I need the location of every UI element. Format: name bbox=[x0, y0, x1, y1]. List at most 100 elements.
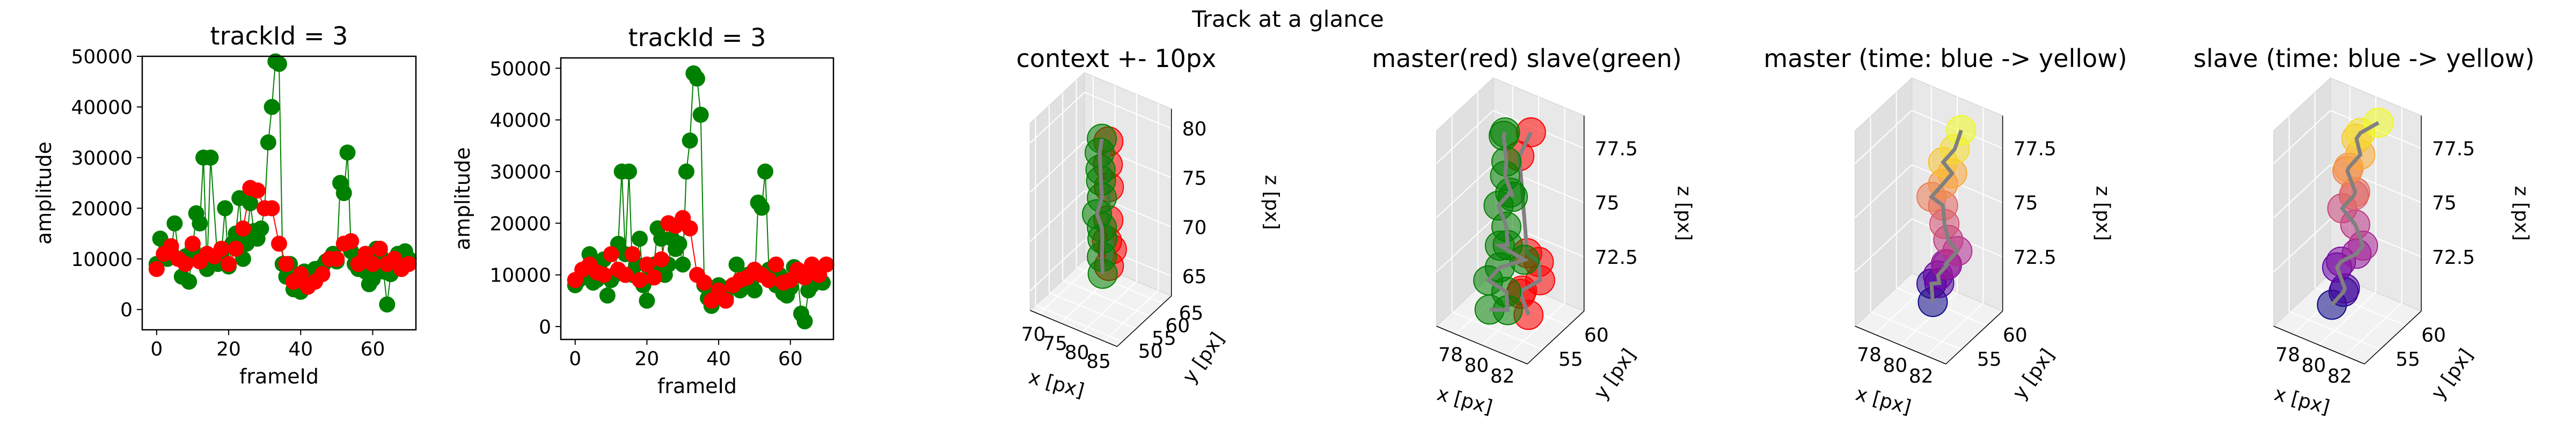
grid-line bbox=[2273, 218, 2331, 272]
grid-line bbox=[1507, 302, 1565, 357]
data-point-red bbox=[148, 261, 165, 277]
y-tick-label: 20000 bbox=[71, 198, 133, 220]
data-point-green bbox=[264, 99, 280, 115]
trajectory-line bbox=[1928, 129, 1963, 302]
grid-line bbox=[2289, 311, 2381, 350]
data-point-green bbox=[253, 220, 269, 237]
y-axis-label: y [px] bbox=[2008, 345, 2059, 404]
data-point-red bbox=[314, 266, 331, 283]
plot-frame bbox=[141, 55, 417, 331]
grid-line bbox=[1035, 305, 1123, 342]
data-point-red bbox=[249, 182, 266, 199]
y-axis-label: y [px] bbox=[1179, 329, 1229, 388]
data-point-red bbox=[371, 240, 388, 257]
chart-title: trackId = 3 bbox=[628, 23, 766, 52]
y-axis-line bbox=[1116, 295, 1172, 347]
data-point-red bbox=[163, 238, 179, 255]
pane-left bbox=[1436, 77, 1494, 327]
y-tick-label: 30000 bbox=[71, 147, 133, 169]
data-point-green bbox=[746, 282, 763, 299]
grid-line bbox=[1436, 218, 1494, 272]
y-tick-label: 60 bbox=[2421, 324, 2446, 346]
x-tick-label: 82 bbox=[1490, 366, 1515, 388]
x-tick-label: 78 bbox=[1857, 344, 1882, 366]
data-point-red bbox=[603, 246, 619, 263]
data-point-red bbox=[177, 256, 194, 272]
data-point-red bbox=[818, 256, 835, 273]
y-axis-label: amplitude bbox=[32, 142, 56, 245]
data-point-green bbox=[682, 132, 698, 149]
y-axis-line bbox=[1945, 310, 2003, 365]
grid-line bbox=[2273, 110, 2331, 164]
y-tick-label: 55 bbox=[1152, 328, 1176, 350]
data-point-red bbox=[292, 266, 309, 283]
z-tick-label: 77.5 bbox=[1595, 138, 1638, 160]
x-tick-label: 70 bbox=[1021, 324, 1046, 346]
data-point-green bbox=[728, 256, 745, 273]
data-point-red bbox=[632, 272, 648, 289]
y-tick-label: 65 bbox=[1179, 302, 1204, 324]
y-tick-label: 55 bbox=[2396, 349, 2420, 371]
data-point-green bbox=[689, 70, 705, 87]
data-point-red bbox=[235, 220, 251, 237]
grid-line bbox=[1103, 290, 1159, 342]
y-tick-label: 50000 bbox=[489, 58, 551, 80]
data-point-red bbox=[646, 269, 662, 286]
x-tick-label: 82 bbox=[2328, 366, 2352, 388]
y-tick-label: 60 bbox=[1165, 315, 1190, 337]
x-tick-label: 80 bbox=[1464, 355, 1489, 377]
trajectory-line bbox=[1485, 131, 1529, 313]
x-tick-label: 60 bbox=[361, 338, 385, 360]
x-tick-label: 60 bbox=[778, 348, 803, 370]
z-tick-label: 80 bbox=[1182, 119, 1207, 140]
y-tick-label: 10000 bbox=[489, 265, 551, 287]
data-point-red bbox=[221, 256, 237, 272]
data-point-green bbox=[242, 195, 259, 211]
x-tick-label: 40 bbox=[288, 338, 313, 360]
data-point-green bbox=[599, 287, 616, 304]
y-axis-label: amplitude bbox=[451, 147, 474, 250]
chart-panel-2: trackId = 3 0 20 40 60 0 10000 20000 30000 40000 5… bbox=[451, 23, 835, 398]
x-axis-line bbox=[2273, 326, 2365, 365]
grid-line bbox=[1436, 164, 1494, 218]
x-axis-label: frameId bbox=[657, 374, 737, 398]
grid-line bbox=[1082, 281, 1137, 332]
data-point-red bbox=[768, 256, 785, 273]
grid-line bbox=[1029, 239, 1085, 291]
data-point-red bbox=[617, 267, 634, 283]
chart-title: slave (time: blue -> yellow) bbox=[2193, 44, 2535, 73]
grid-line bbox=[2344, 302, 2403, 357]
y-tick-label: 50000 bbox=[71, 46, 133, 68]
y-tick-label: 40000 bbox=[489, 110, 551, 132]
data-point-green bbox=[639, 292, 655, 309]
chart-title: trackId = 3 bbox=[210, 21, 348, 50]
data-point-red bbox=[264, 200, 280, 217]
data-point-green bbox=[678, 163, 694, 180]
y-tick-label: 60 bbox=[1584, 324, 1609, 346]
grid-line bbox=[1029, 141, 1085, 193]
x-tick-label: 20 bbox=[635, 348, 660, 370]
x-tick-label: 78 bbox=[1438, 344, 1463, 366]
grid-line bbox=[1062, 279, 1150, 317]
z-tick-label: 72.5 bbox=[2014, 247, 2057, 269]
x-axis-label: x [px] bbox=[1853, 383, 1913, 419]
z-tick-label: 75 bbox=[2014, 193, 2038, 214]
grid-line bbox=[1436, 110, 1494, 164]
data-point-red bbox=[639, 256, 655, 273]
data-point-green bbox=[671, 235, 687, 252]
pane-left bbox=[1854, 77, 1913, 327]
y-tick-label: 10000 bbox=[71, 249, 133, 271]
chart-title: master(red) slave(green) bbox=[1372, 44, 1681, 73]
y-tick-label: 20000 bbox=[489, 213, 551, 235]
data-point-red bbox=[364, 256, 381, 272]
chart-panel-1: trackId = 3 0 20 40 60 0 10000 20000 30000 40000 5… bbox=[32, 21, 417, 388]
data-point-green bbox=[217, 200, 233, 217]
data-point-red bbox=[718, 292, 734, 309]
z-axis-label: z [px] bbox=[1261, 175, 1283, 230]
y-tick-label: 40000 bbox=[71, 97, 133, 119]
grid-line bbox=[2273, 164, 2331, 218]
grid-line bbox=[1855, 110, 1913, 164]
